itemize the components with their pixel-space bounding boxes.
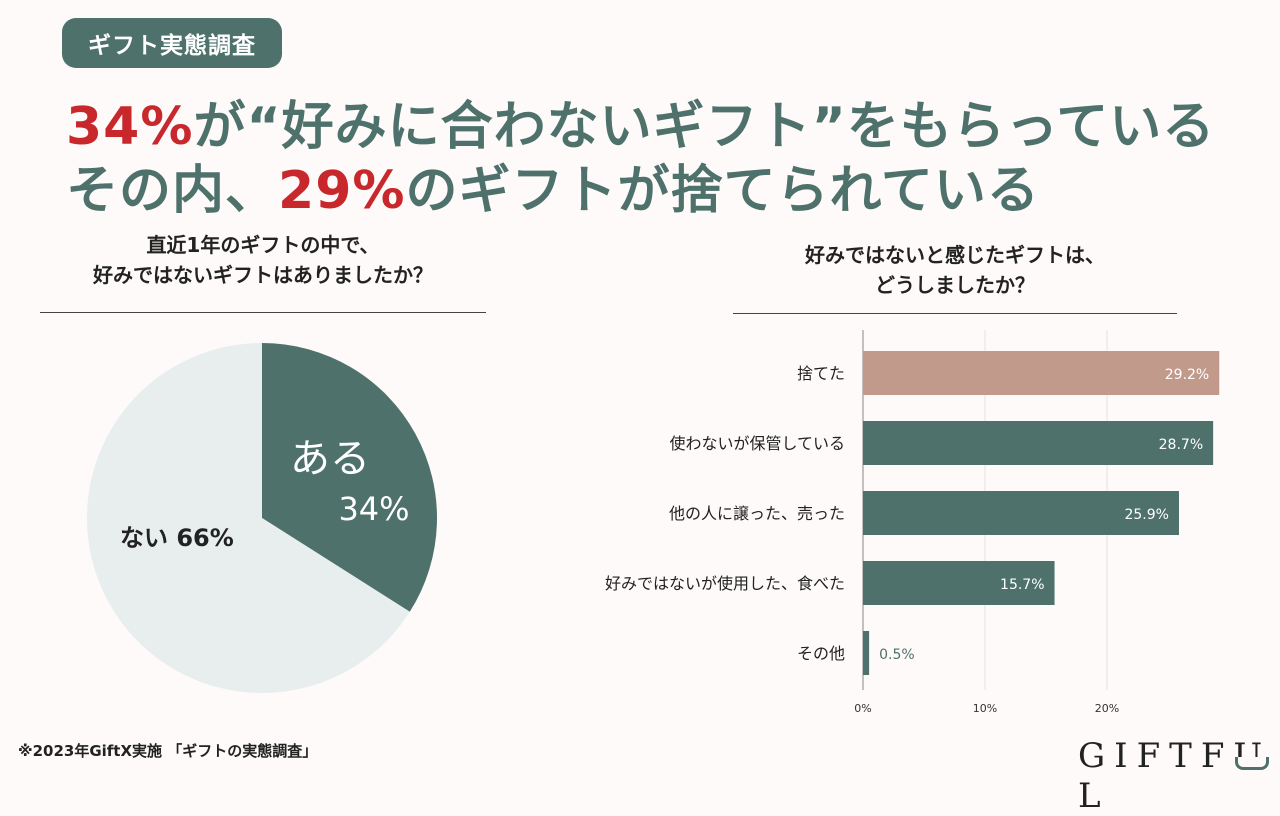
- headline-text: その内、: [66, 161, 279, 221]
- divider: [733, 313, 1177, 314]
- bar: [863, 631, 870, 675]
- x-tick-label: 0%: [854, 702, 871, 715]
- headline-highlight: 29%: [278, 161, 406, 221]
- bar-value-label: 25.9%: [1124, 507, 1168, 523]
- pie-question-line: 直近1年のギフトの中で、: [146, 233, 380, 257]
- bar: [863, 421, 1214, 465]
- category-label: 捨てた: [797, 364, 845, 383]
- divider: [40, 312, 486, 313]
- bar-question-line: 好みではないと感じたギフトは、: [805, 243, 1105, 267]
- headline-line-2: その内、29%のギフトが捨てられている: [66, 148, 1040, 223]
- headline-text: のギフトが捨てられている: [405, 161, 1040, 221]
- category-label: その他: [797, 644, 845, 663]
- category-label: 好みではないが使用した、食べた: [605, 574, 845, 593]
- footnote: ※2023年GiftX実施 「ギフトの実態調査」: [18, 742, 318, 760]
- pie-question: 直近1年のギフトの中で、 好みではないギフトはありましたか？: [40, 230, 486, 290]
- bar-question-line: どうしましたか？: [875, 273, 1035, 297]
- bar-value-label: 15.7%: [1000, 577, 1044, 593]
- pie-question-line: 好みではないギフトはありましたか？: [93, 263, 433, 287]
- headline-highlight: 34%: [66, 97, 194, 157]
- headline-line-1: 34%が“好みに合わないギフト”をもらっている: [66, 84, 1215, 159]
- giftful-logo: GIFTFU L: [1078, 736, 1272, 816]
- pie-label: ない 66%: [120, 524, 234, 552]
- bar: [863, 561, 1055, 605]
- category-label: 他の人に譲った、売った: [669, 504, 845, 523]
- x-tick-label: 20%: [1095, 702, 1119, 715]
- bar-value-label: 0.5%: [879, 647, 915, 663]
- pie-slice-1: [262, 343, 437, 612]
- charts-canvas: ある 34% ない 66% 0% 10% 20% 捨てた 29.2% 使わないが保管している 28…: [87, 330, 1220, 715]
- headline-text: が“好みに合わないギフト”をもらっている: [193, 97, 1216, 157]
- bar: [863, 351, 1220, 395]
- bar-question: 好みではないと感じたギフトは、 どうしましたか？: [733, 240, 1177, 300]
- bar: [863, 491, 1179, 535]
- survey-badge: ギフト実態調査: [62, 18, 282, 68]
- x-tick-label: 10%: [973, 702, 997, 715]
- category-label: 使わないが保管している: [669, 434, 845, 453]
- bar-value-label: 29.2%: [1165, 367, 1209, 383]
- pie-label: ある: [290, 436, 370, 482]
- pie-slice-2: [87, 343, 410, 693]
- pie-value-label: 34%: [338, 490, 409, 528]
- bar-value-label: 28.7%: [1159, 437, 1203, 453]
